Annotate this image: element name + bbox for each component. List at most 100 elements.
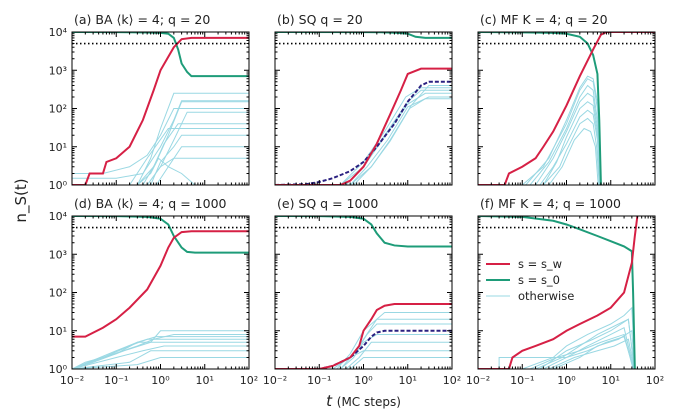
legend-label-s0: s = s_0	[518, 273, 560, 287]
panel-2: (b) SQ q = 20	[274, 12, 453, 186]
series-other-9	[478, 318, 635, 369]
ticks	[477, 31, 656, 186]
series-s0	[72, 216, 249, 254]
series-other-9	[275, 356, 452, 369]
series-other-6	[72, 134, 249, 185]
series-other-9	[478, 127, 599, 185]
series-s0	[478, 32, 602, 185]
x-tick-label: 10¹	[196, 374, 214, 387]
series-other-12	[72, 157, 249, 185]
series-other-8	[72, 157, 249, 185]
y-tick-label: 10³	[49, 248, 67, 261]
ticks	[71, 215, 250, 370]
series-sw	[275, 303, 452, 369]
panel-frame	[477, 31, 656, 186]
series-other-9	[72, 341, 249, 369]
y-tick-label: 10⁰	[49, 179, 68, 192]
x-tick-label: 10⁻¹	[307, 374, 331, 387]
panel-5: 10⁻² 10⁻¹ 10⁰ 10¹ 10² (e) SQ q = 1000	[263, 196, 461, 387]
x-tick-label: 10⁻²	[60, 374, 84, 387]
y-tick-label: 10⁰	[49, 363, 68, 376]
plot-area	[72, 216, 249, 369]
ticks	[274, 31, 453, 186]
panel-frame	[274, 215, 453, 370]
series-other-9	[72, 108, 249, 174]
y-tick-label: 10²	[49, 103, 67, 116]
panel-3: (c) MF K = 4; q = 20	[477, 12, 656, 186]
series-other-2	[478, 78, 602, 185]
series-other-6	[275, 341, 452, 369]
y-tick-label: 10¹	[49, 141, 67, 154]
legend-label-other: otherwise	[518, 289, 574, 303]
series-other-6	[72, 350, 249, 369]
panel-title: (a) BA ⟨k⟩ = 4; q = 20	[74, 12, 210, 27]
y-axis-label: n_S(t)	[12, 178, 31, 222]
y-tick-label: 10²	[49, 287, 67, 300]
ticks	[477, 215, 656, 370]
x-tick-label: 10²	[646, 374, 664, 387]
panel-title: (b) SQ q = 20	[277, 12, 363, 27]
panel-title: (f) MF K = 4; q = 1000	[480, 196, 621, 211]
series-dashed	[275, 80, 452, 185]
x-tick-label: 10⁻¹	[510, 374, 534, 387]
x-tick-label: 10⁰	[151, 374, 170, 387]
x-tick-label: 10⁻¹	[104, 374, 128, 387]
series-other-10	[72, 100, 249, 179]
x-axis-label-unit: (MC steps)	[337, 395, 401, 409]
series-other-6	[478, 109, 601, 185]
series-other-3	[478, 84, 602, 185]
series-other-4	[478, 92, 601, 185]
panel-title: (e) SQ q = 1000	[277, 196, 378, 211]
series-other-6	[275, 84, 452, 185]
panel-4: 10⁻² 10⁻¹ 10⁰ 10¹ 10² 10⁰ 10¹ 10² 10³ 10⁴ (d) BA ⟨…	[49, 196, 259, 387]
legend-label-sw: s = s_w	[518, 257, 562, 271]
series-sw	[478, 32, 655, 185]
series-other-7	[478, 117, 600, 185]
series-other-7	[275, 87, 452, 185]
x-tick-label: 10¹	[399, 374, 417, 387]
plot-area	[478, 216, 655, 369]
series-s0	[275, 216, 452, 248]
series-other-5	[72, 345, 249, 369]
series-sw	[72, 230, 249, 338]
y-tick-label: 10⁴	[49, 26, 68, 39]
ticks	[71, 31, 250, 186]
series-sw	[275, 67, 452, 185]
series-other-8	[275, 318, 452, 369]
y-tick-label: 10⁴	[49, 210, 68, 223]
y-tick-label: 10¹	[49, 325, 67, 338]
series-other-4	[478, 326, 635, 369]
x-axis-label-main: t	[326, 392, 333, 410]
panel-1: 10⁰ 10¹ 10² 10³ 10⁴ (a) BA ⟨k⟩ = 4; q = 20	[49, 12, 250, 192]
x-tick-label: 10⁻²	[263, 374, 287, 387]
series-other-5	[478, 101, 601, 185]
series-dashed	[275, 329, 452, 369]
x-tick-label: 10⁻²	[466, 374, 490, 387]
y-tick-label: 10³	[49, 64, 67, 77]
legend: s = s_ws = s_0 otherwise	[486, 257, 574, 303]
plot-area	[478, 32, 655, 185]
series-other-4	[72, 111, 249, 185]
ticks	[274, 215, 453, 370]
series-other-6	[478, 333, 634, 369]
series-sw	[72, 36, 249, 185]
panel-title: (c) MF K = 4; q = 20	[480, 12, 608, 27]
panel-title: (d) BA ⟨k⟩ = 4; q = 1000	[74, 196, 227, 211]
plot-area	[275, 216, 452, 369]
series-other-8	[478, 338, 635, 369]
x-tick-label: 10¹	[602, 374, 620, 387]
series-other-5	[275, 96, 452, 185]
series-other-8	[275, 98, 452, 185]
series-other-5	[72, 123, 249, 185]
panel-6: 10⁻² 10⁻¹ 10⁰ 10¹ 10² (f) MF K = 4; q = 1000 s…	[466, 196, 664, 387]
x-axis-label: t (MC steps)	[326, 392, 401, 410]
series-other-4	[72, 330, 249, 369]
series-sw	[478, 216, 639, 369]
series-other-2	[478, 306, 636, 369]
series-other-3	[478, 318, 635, 369]
x-tick-label: 10²	[240, 374, 258, 387]
x-tick-label: 10⁰	[354, 374, 373, 387]
series-other-11	[72, 128, 249, 185]
plot-area	[275, 32, 452, 185]
